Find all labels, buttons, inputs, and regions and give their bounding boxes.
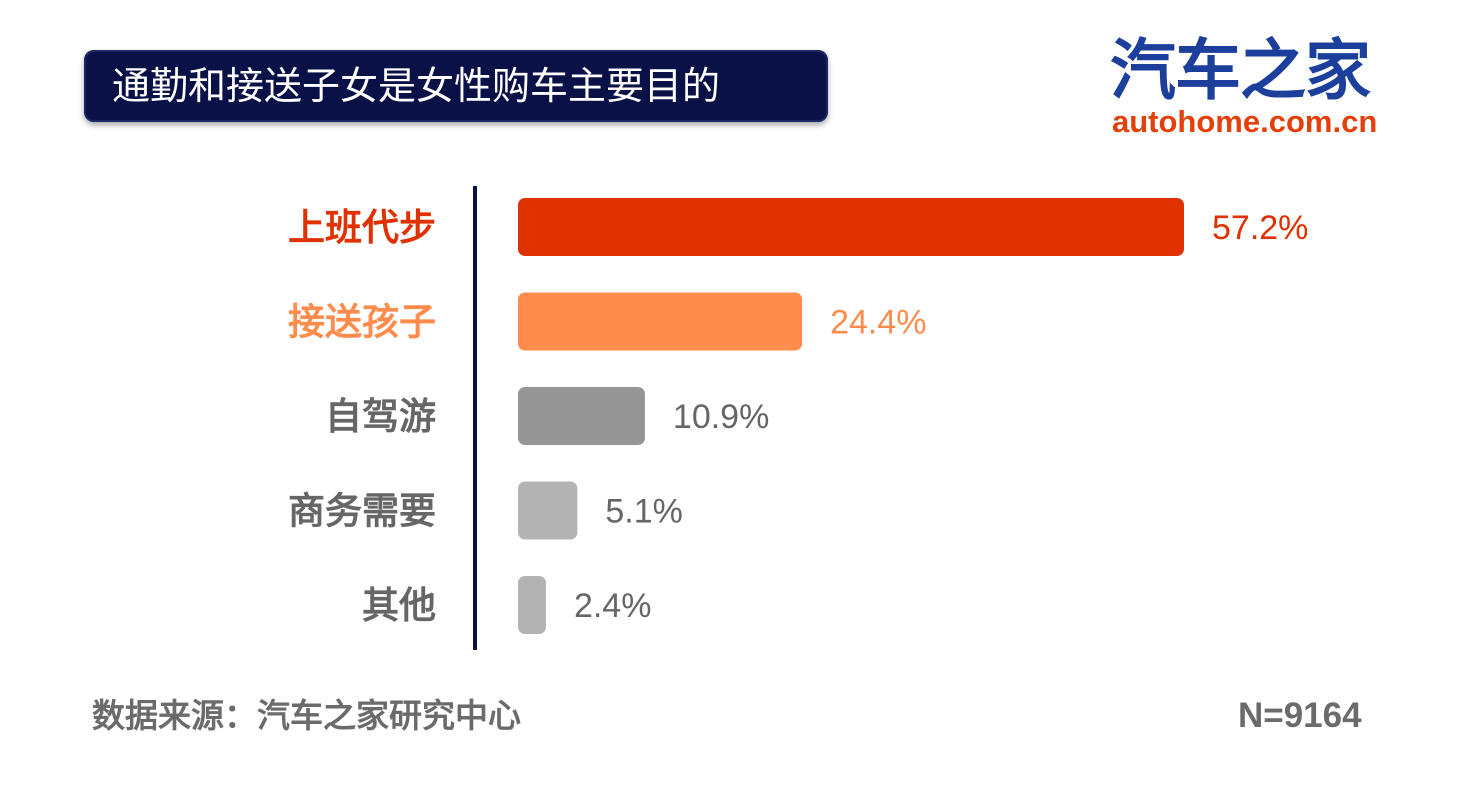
value-label-3: 10.9% (673, 398, 769, 436)
value-label-5: 2.4% (574, 587, 652, 625)
bar-1 (518, 198, 1184, 256)
page-title: 通勤和接送子女是女性购车主要目的 (112, 64, 721, 108)
purpose-bar-chart: 上班代步 57.2% 接送孩子 24.4% 自驾游 10.9% 商务需要 5.1% 其他 2.4% (288, 186, 1308, 650)
bar-2 (518, 292, 803, 351)
sample-size-label: N=9164 (1238, 696, 1362, 735)
bar-4 (518, 481, 578, 540)
autohome-logo: 汽车之家 autohome.com.cn (1110, 36, 1400, 146)
value-label-2: 24.4% (830, 304, 926, 342)
value-label-4: 5.1% (605, 493, 683, 531)
category-label-3: 自驾游 (325, 395, 436, 438)
category-label-2: 接送孩子 (288, 301, 436, 344)
title-banner: 通勤和接送子女是女性购车主要目的 (84, 50, 828, 122)
logo-chinese-text: 汽车之家 (1110, 32, 1371, 109)
value-label-1: 57.2% (1212, 209, 1308, 247)
category-label-5: 其他 (362, 584, 436, 627)
bar-3 (518, 387, 645, 445)
data-source-note: 数据来源：汽车之家研究中心 (92, 696, 521, 735)
logo-domain-text: autohome.com.cn (1112, 104, 1378, 139)
category-label-4: 商务需要 (288, 490, 436, 533)
bar-5 (518, 576, 546, 634)
category-label-1: 上班代步 (288, 206, 436, 249)
